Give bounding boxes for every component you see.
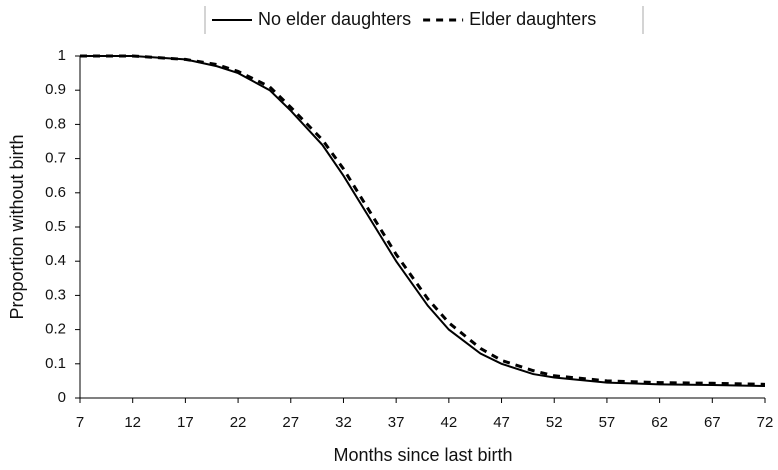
- x-tick-label: 47: [493, 414, 510, 431]
- y-tick-label: 1: [58, 47, 66, 64]
- x-tick-label: 22: [230, 414, 247, 431]
- legend-label: No elder daughters: [258, 9, 411, 29]
- x-tick-label: 12: [124, 414, 141, 431]
- x-tick-label: 72: [757, 414, 774, 431]
- y-tick-label: 0.8: [45, 115, 66, 132]
- y-axis-title: Proportion without birth: [7, 134, 27, 319]
- x-tick-label: 57: [599, 414, 616, 431]
- y-tick-label: 0.7: [45, 150, 66, 167]
- y-tick-label: 0.4: [45, 252, 66, 269]
- y-tick-label: 0.5: [45, 218, 66, 235]
- x-tick-label: 42: [441, 414, 458, 431]
- y-tick-label: 0.9: [45, 81, 66, 98]
- y-tick-label: 0.6: [45, 184, 66, 201]
- y-tick-label: 0.2: [45, 321, 66, 338]
- x-tick-label: 52: [546, 414, 563, 431]
- x-tick-label: 37: [388, 414, 405, 431]
- y-tick-label: 0: [58, 389, 66, 406]
- line-series: [80, 54, 766, 386]
- legend-label: Elder daughters: [469, 9, 596, 29]
- line-series: [80, 55, 766, 388]
- x-tick-label: 67: [704, 414, 721, 431]
- y-tick-label: 0.3: [45, 286, 66, 303]
- x-tick-label: 17: [177, 414, 194, 431]
- y-tick-label: 0.1: [45, 355, 66, 372]
- x-tick-label: 7: [76, 414, 84, 431]
- x-tick-label: 27: [282, 414, 299, 431]
- x-axis-title: Months since last birth: [333, 445, 512, 465]
- x-tick-label: 62: [651, 414, 668, 431]
- x-tick-label: 32: [335, 414, 352, 431]
